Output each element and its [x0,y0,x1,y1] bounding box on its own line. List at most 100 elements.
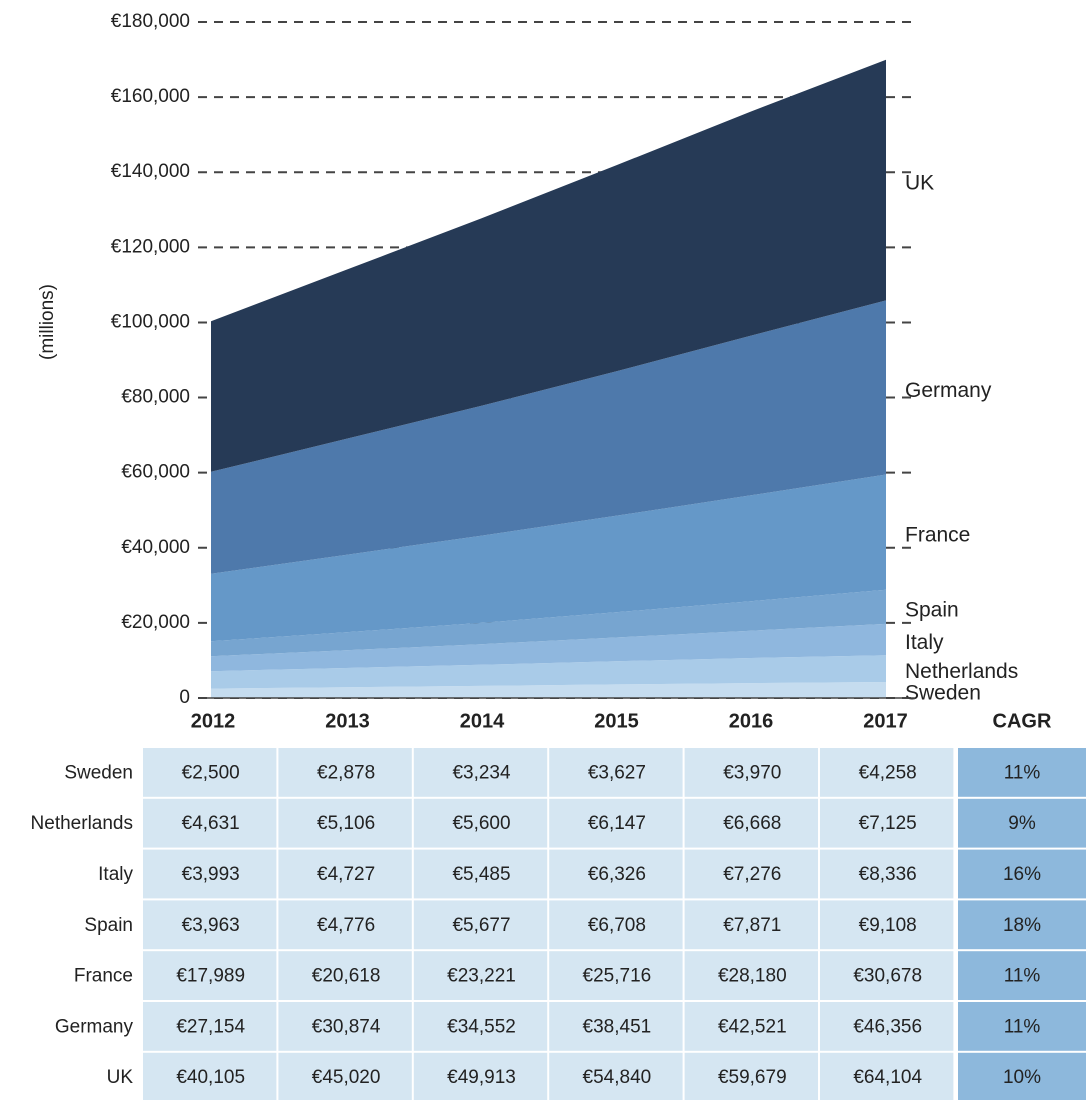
table-cell [549,951,683,1000]
table-cell [820,798,954,848]
table-cell [820,951,954,1000]
cell-value: €27,154 [176,1016,245,1037]
cell-value: €20,618 [312,966,381,987]
table-cell [684,900,818,950]
series-label: Netherlands [905,660,1018,683]
table-cell [143,1002,277,1051]
table-cell [820,849,954,899]
row-label: Netherlands [31,813,133,834]
table-cell [549,849,683,899]
cell-value: €4,631 [182,813,240,834]
series-label: Germany [905,379,992,402]
table-cell [143,951,277,1000]
cell-value: €6,668 [723,813,781,834]
table-cell [143,798,277,848]
table-cell [413,748,548,797]
x-tick-label: 2016 [729,710,774,732]
cell-value: €23,221 [447,966,516,987]
table-cell [684,798,818,848]
table-cell [549,1052,683,1100]
cell-value: €5,106 [317,813,375,834]
table-cell [820,748,954,797]
row-label: Germany [55,1016,134,1037]
cell-value: €5,600 [452,813,510,834]
y-tick-label: 0 [179,687,190,708]
table-cell [549,900,683,950]
row-label: France [74,966,133,987]
cell-value: €8,336 [859,864,917,885]
cell-value: €54,840 [583,1067,652,1088]
table-cell [820,900,954,950]
y-tick-label: €120,000 [111,236,190,257]
table-cell [684,1052,818,1100]
cell-value: €7,276 [723,864,781,885]
area [211,59,886,472]
table-cell [278,849,412,899]
cell-value: €5,485 [452,864,510,885]
cell-value: €25,716 [583,966,652,987]
area [211,300,886,574]
x-tick-label: 2015 [594,710,639,732]
y-tick-label: €40,000 [121,537,190,558]
cagr-value: 11% [1004,966,1041,987]
y-tick-label: €20,000 [121,612,190,633]
area [211,589,886,657]
cell-value: €3,963 [182,915,240,936]
table-cell [413,951,548,1000]
table-cell [684,951,818,1000]
cell-value: €49,913 [447,1067,516,1088]
area [211,682,886,698]
cell-value: €42,521 [718,1016,787,1037]
x-tick-label: 2014 [460,710,505,732]
table-cell [278,748,412,797]
cagr-cell [958,900,1086,950]
table-cell [684,748,818,797]
cagr-value: 11% [1004,762,1041,783]
table-cell [549,1002,683,1051]
cagr-cell [958,951,1086,1000]
cagr-value: 16% [1003,864,1041,885]
cell-value: €2,878 [317,762,375,783]
cell-value: €34,552 [447,1016,516,1037]
cell-value: €28,180 [718,966,787,987]
table-cell [143,748,277,797]
y-tick-label: €140,000 [111,161,190,182]
cagr-cell [958,1002,1086,1051]
table-cell [549,798,683,848]
table-cell [413,849,548,899]
table-cell [684,849,818,899]
table-cell [143,849,277,899]
table-cell [413,1052,548,1100]
cell-value: €3,234 [452,762,511,783]
area [211,655,886,689]
y-axis-label: (millions) [37,284,58,360]
row-label: Spain [84,915,133,936]
x-tick-label: 2013 [325,710,370,732]
cagr-cell [958,1052,1086,1100]
cagr-value: 18% [1003,915,1041,936]
cell-value: €38,451 [583,1016,652,1037]
cell-value: €6,708 [588,915,646,936]
table-cell [278,798,412,848]
cell-value: €2,500 [182,762,240,783]
y-tick-label: €80,000 [121,387,190,408]
cell-value: €45,020 [312,1067,381,1088]
cell-value: €64,104 [853,1067,922,1088]
cell-value: €6,326 [588,864,646,885]
cell-value: €9,108 [859,915,917,936]
cagr-cell [958,748,1086,797]
table-cell [278,1002,412,1051]
row-label: UK [107,1067,134,1088]
series-label: Spain [905,598,959,621]
cell-value: €40,105 [176,1067,245,1088]
cagr-value: 9% [1008,813,1036,834]
cell-value: €30,678 [853,966,922,987]
series-label: UK [905,172,934,195]
y-tick-label: €60,000 [121,462,190,483]
cell-value: €7,871 [723,915,781,936]
cell-value: €30,874 [312,1016,381,1037]
cell-value: €7,125 [859,813,917,834]
cell-value: €59,679 [718,1067,787,1088]
cell-value: €17,989 [176,966,245,987]
cell-value: €46,356 [853,1016,922,1037]
